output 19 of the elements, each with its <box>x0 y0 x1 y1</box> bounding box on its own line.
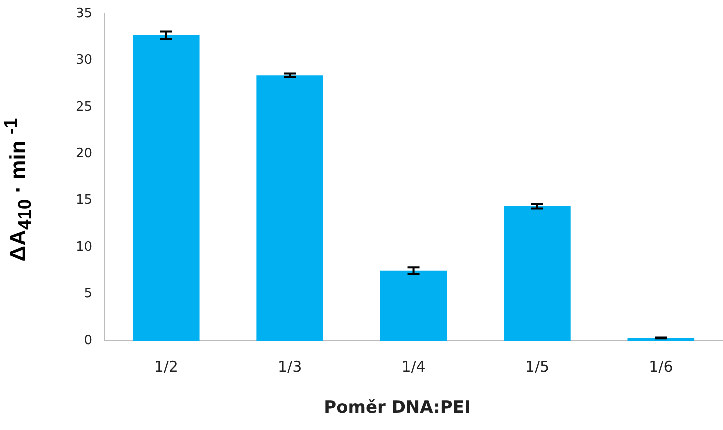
y-tick-label: 35 <box>76 6 93 22</box>
y-tick-label: 10 <box>76 240 93 255</box>
y-tick-label: 5 <box>84 286 93 302</box>
bar <box>628 338 695 341</box>
x-tick-label: 1/5 <box>525 358 550 376</box>
x-tick-label: 1/3 <box>278 358 302 376</box>
x-tick-label: 1/6 <box>649 358 674 376</box>
y-tick-label: 15 <box>76 193 93 208</box>
x-tick-label: 1/2 <box>154 358 178 376</box>
bar <box>256 76 324 341</box>
x-axis-title: Poměr DNA:PEI <box>323 398 472 418</box>
y-tick-label: 0 <box>84 333 93 348</box>
bar <box>380 270 448 341</box>
y-tick-label: 25 <box>76 100 93 115</box>
y-tick-label: 30 <box>76 53 93 68</box>
bar <box>132 35 200 341</box>
x-tick-label: 1/4 <box>402 358 426 376</box>
y-tick-label: 20 <box>76 146 93 162</box>
bar <box>504 206 571 341</box>
